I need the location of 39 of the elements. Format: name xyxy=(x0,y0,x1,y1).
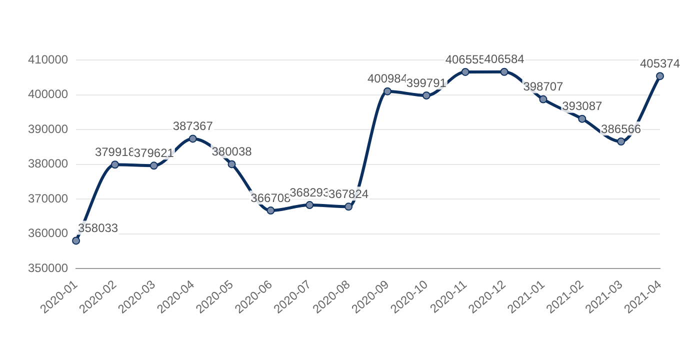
data-label: 406584 xyxy=(484,52,525,66)
data-label: 399791 xyxy=(406,76,447,90)
point xyxy=(188,134,197,143)
data-label: 393087 xyxy=(562,99,602,114)
point xyxy=(578,114,586,123)
point xyxy=(383,87,392,96)
y-tick-label: 350000 xyxy=(28,260,68,275)
data-label: 405374 xyxy=(640,56,680,70)
point xyxy=(266,206,275,215)
point xyxy=(500,68,508,76)
point xyxy=(422,92,430,100)
point xyxy=(150,162,158,170)
data-label: 367824 xyxy=(328,186,369,201)
y-tick-label: 390000 xyxy=(28,122,68,136)
point xyxy=(539,95,548,104)
y-tick-label: 370000 xyxy=(28,191,68,206)
y-tick-label: 400000 xyxy=(28,87,68,102)
data-label: 380038 xyxy=(212,144,252,159)
data-label: 379621 xyxy=(134,146,174,160)
point xyxy=(228,160,236,168)
point xyxy=(72,236,80,245)
data-label: 406555 xyxy=(445,52,486,66)
point xyxy=(656,72,664,80)
data-label: 398707 xyxy=(523,80,564,94)
data-label: 368293 xyxy=(290,185,330,200)
y-tick-label: 360000 xyxy=(28,226,68,240)
data-label: 379918 xyxy=(94,144,136,159)
data-label: 387367 xyxy=(172,119,214,134)
point xyxy=(306,201,314,210)
point xyxy=(461,68,470,76)
point xyxy=(110,160,119,169)
data-label: 358033 xyxy=(78,221,118,236)
data-label: 366708 xyxy=(250,190,292,205)
point xyxy=(617,137,626,146)
data-label: 386566 xyxy=(601,122,642,136)
data-label: 400984 xyxy=(367,72,408,86)
y-tick-label: 380000 xyxy=(28,156,68,171)
y-tick-label: 410000 xyxy=(28,52,68,66)
point xyxy=(344,202,353,211)
